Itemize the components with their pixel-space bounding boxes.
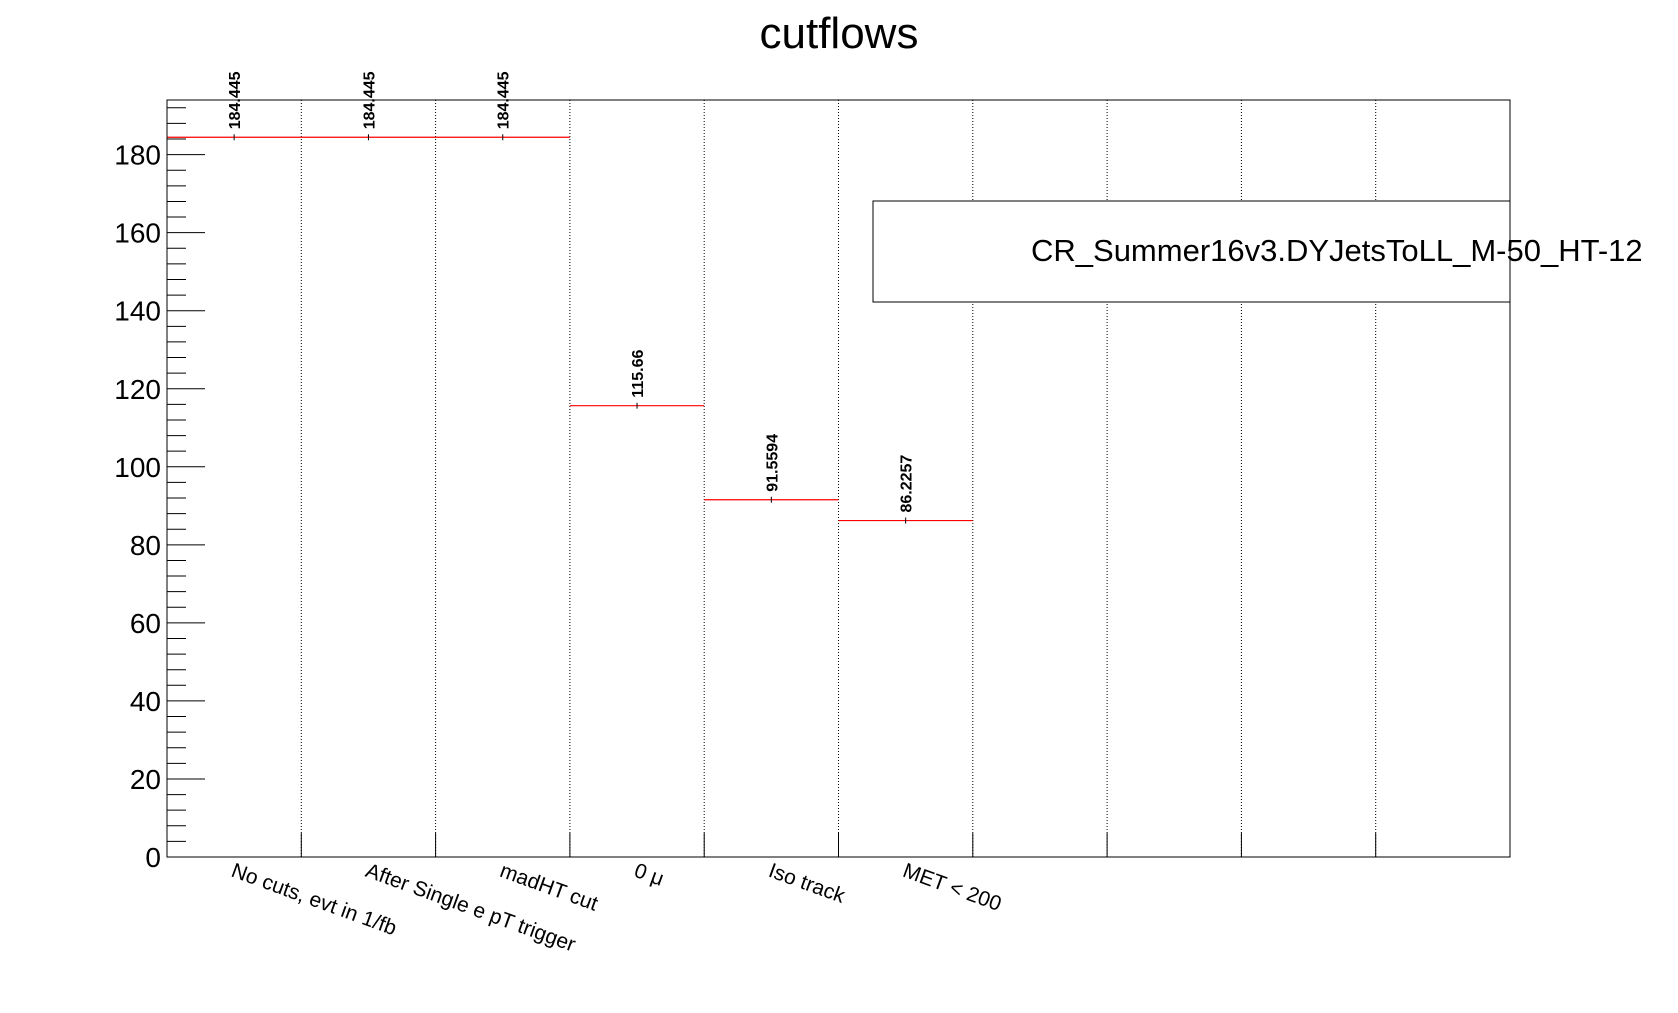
y-tick-label: 180	[114, 140, 161, 171]
y-tick-label: 160	[114, 218, 161, 249]
data-label: 184.445	[361, 71, 378, 129]
y-tick-label: 40	[130, 686, 161, 717]
y-tick-label: 0	[145, 842, 161, 873]
data-label: 86.2257	[899, 455, 916, 513]
data-label: 115.66	[630, 350, 647, 398]
y-tick-label: 100	[114, 452, 161, 483]
legend-box	[872, 200, 1511, 303]
chart-title: cutflows	[760, 9, 919, 58]
y-tick-label: 20	[130, 764, 161, 795]
legend-entry-label: CR_Summer16v3.DYJetsToLL_M-50_HT-12	[1031, 233, 1643, 268]
y-tick-label: 140	[114, 296, 161, 327]
data-label: 184.445	[496, 71, 513, 129]
legend: CR_Summer16v3.DYJetsToLL_M-50_HT-12	[872, 200, 1643, 303]
y-tick-label: 60	[130, 608, 161, 639]
data-label: 91.5594	[764, 434, 781, 492]
y-tick-label: 120	[114, 374, 161, 405]
data-label: 184.445	[227, 71, 244, 129]
y-tick-label: 80	[130, 530, 161, 561]
